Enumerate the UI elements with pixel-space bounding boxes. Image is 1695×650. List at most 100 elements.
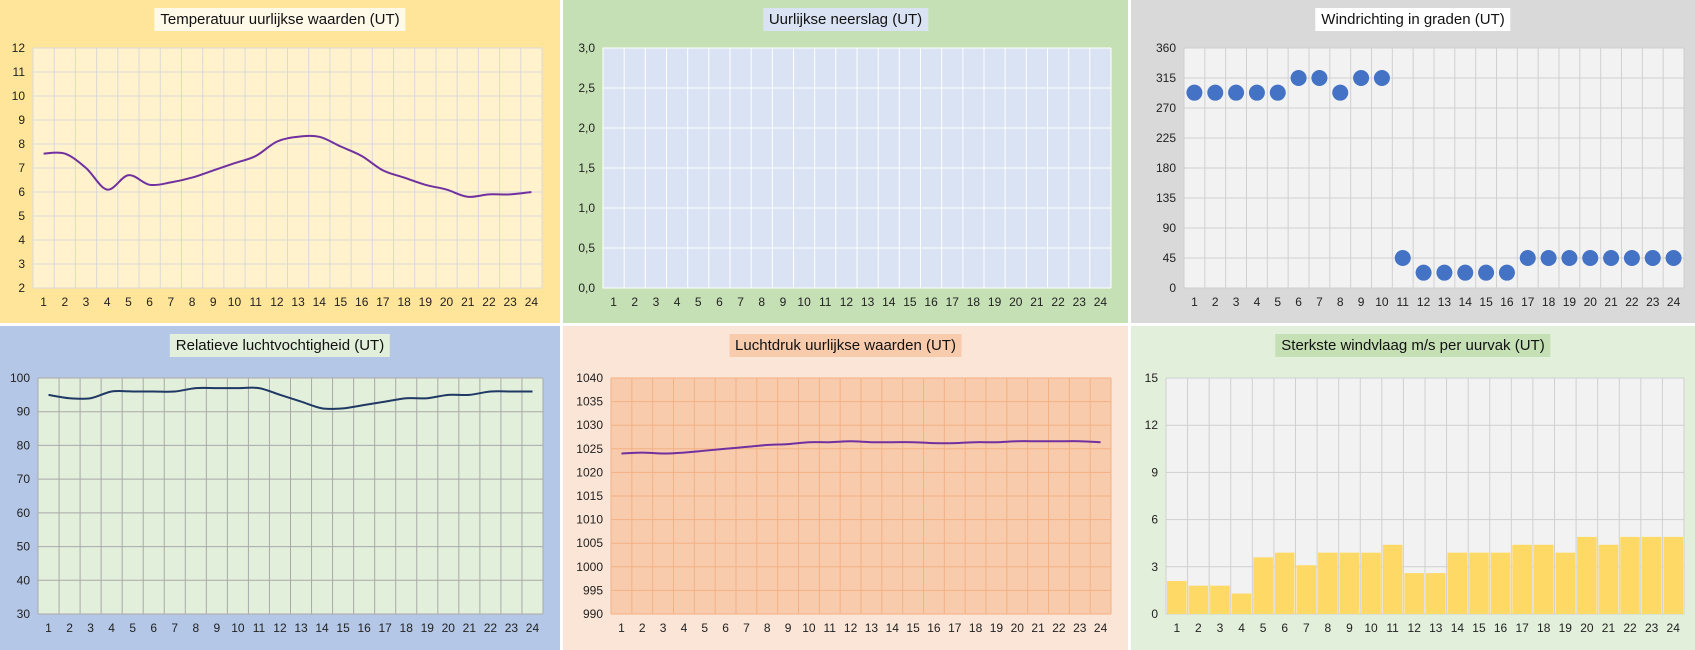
y-tick-label: 12 xyxy=(12,41,26,55)
data-bar xyxy=(1426,573,1446,614)
data-point xyxy=(1478,264,1495,281)
x-tick-label: 12 xyxy=(1408,621,1422,635)
x-tick-label: 14 xyxy=(1451,621,1465,635)
y-tick-label: 8 xyxy=(18,137,25,151)
data-point xyxy=(1332,84,1349,101)
x-tick-label: 5 xyxy=(129,621,136,635)
x-tick-label: 16 xyxy=(927,621,941,635)
y-tick-label: 6 xyxy=(18,185,25,199)
data-point xyxy=(1498,264,1515,281)
x-tick-label: 22 xyxy=(1625,295,1639,309)
y-tick-label: 3 xyxy=(18,257,25,271)
y-tick-label: 7 xyxy=(18,161,25,175)
data-point xyxy=(1519,250,1536,266)
x-tick-label: 3 xyxy=(83,295,90,309)
x-tick-label: 14 xyxy=(886,621,900,635)
x-tick-label: 3 xyxy=(87,621,94,635)
data-point xyxy=(1311,70,1328,86)
chart-title-humidity: Relatieve luchtvochtigheid (UT) xyxy=(169,334,391,357)
chart-title-wind-direction: Windrichting in graden (UT) xyxy=(1315,8,1511,31)
data-bar xyxy=(1167,580,1187,614)
y-tick-label: 60 xyxy=(17,506,31,520)
x-tick-label: 6 xyxy=(150,621,157,635)
x-tick-label: 23 xyxy=(1645,621,1659,635)
x-tick-label: 4 xyxy=(104,295,111,309)
x-tick-label: 9 xyxy=(214,621,221,635)
x-tick-label: 6 xyxy=(146,295,153,309)
data-point xyxy=(1603,250,1620,266)
series-line-pressure xyxy=(621,440,1101,455)
y-tick-label: 2 xyxy=(18,281,25,295)
x-tick-label: 18 xyxy=(1542,295,1556,309)
x-tick-label: 21 xyxy=(1604,295,1618,309)
x-tick-label: 11 xyxy=(1397,295,1410,309)
x-tick-label: 11 xyxy=(249,295,262,309)
x-tick-label: 7 xyxy=(1303,621,1310,635)
x-tick-label: 9 xyxy=(780,295,787,309)
data-bar xyxy=(1404,573,1424,614)
x-tick-label: 2 xyxy=(1212,295,1219,309)
y-tick-label: 1030 xyxy=(576,418,603,432)
x-tick-label: 6 xyxy=(716,295,723,309)
x-tick-label: 13 xyxy=(1438,295,1452,309)
series-line-temperature xyxy=(43,134,532,198)
x-tick-label: 6 xyxy=(1281,621,1288,635)
y-tick-label: 990 xyxy=(583,607,603,621)
y-tick-label: 0 xyxy=(1151,607,1158,621)
series-line-humidity xyxy=(48,386,533,410)
chart-svg-precipitation: 0,00,51,01,52,02,53,01 2 3 4 5 6 7 8 9 10 11 12 13 14… xyxy=(563,0,1128,323)
y-tick-label: 40 xyxy=(17,573,31,587)
data-point xyxy=(1186,84,1203,101)
y-tick-label: 45 xyxy=(1163,251,1177,265)
x-tick-label: 5 xyxy=(1260,621,1267,635)
x-tick-label: 24 xyxy=(1094,295,1108,309)
x-tick-label: 13 xyxy=(861,295,875,309)
x-tick-label: 13 xyxy=(294,621,308,635)
x-tick-label: 20 xyxy=(1584,295,1598,309)
y-tick-label: 2,0 xyxy=(578,121,595,135)
x-tick-label: 14 xyxy=(313,295,327,309)
y-tick-label: 9 xyxy=(1151,465,1158,479)
data-bar xyxy=(1447,552,1468,614)
x-tick-label: 7 xyxy=(1316,295,1323,309)
x-tick-label: 21 xyxy=(1602,621,1616,635)
x-tick-label: 24 xyxy=(1667,621,1681,635)
x-tick-label: 13 xyxy=(1429,621,1443,635)
x-tick-label: 1 xyxy=(618,621,625,635)
x-tick-label: 1 xyxy=(610,295,617,309)
x-tick-label: 19 xyxy=(988,295,1002,309)
x-tick-label: 19 xyxy=(990,621,1004,635)
x-tick-label: 4 xyxy=(674,295,681,309)
data-point xyxy=(1353,70,1370,86)
x-tick-label: 20 xyxy=(440,295,454,309)
x-tick-label: 1 xyxy=(45,621,52,635)
x-tick-label: 23 xyxy=(505,621,519,635)
x-tick-label: 20 xyxy=(1011,621,1025,635)
y-tick-label: 225 xyxy=(1156,131,1176,145)
x-tick-label: 18 xyxy=(1537,621,1551,635)
y-tick-label: 3,0 xyxy=(578,41,595,55)
y-tick-label: 1025 xyxy=(576,442,603,456)
data-point xyxy=(1290,70,1307,86)
x-tick-label: 21 xyxy=(463,621,477,635)
data-point xyxy=(1665,250,1682,266)
chart-panel-pressure: 990 995 1000 1005 1010 1015 1020 1025 1030 1035 10… xyxy=(563,326,1128,650)
y-tick-label: 70 xyxy=(17,472,31,486)
x-tick-label: 21 xyxy=(1030,295,1044,309)
y-tick-label: 2,5 xyxy=(578,81,595,95)
x-tick-label: 1 xyxy=(1191,295,1198,309)
x-tick-label: 12 xyxy=(840,295,854,309)
x-tick-label: 19 xyxy=(419,295,433,309)
x-tick-label: 2 xyxy=(631,295,638,309)
x-tick-label: 20 xyxy=(442,621,456,635)
x-tick-label: 15 xyxy=(903,295,917,309)
chart-svg-pressure: 9909951000100510101015102010251030103510… xyxy=(563,326,1128,650)
x-tick-label: 15 xyxy=(334,295,348,309)
x-tick-label: 16 xyxy=(924,295,938,309)
x-tick-label: 8 xyxy=(189,295,196,309)
y-tick-label: 1040 xyxy=(576,371,603,385)
x-tick-label: 8 xyxy=(192,621,199,635)
y-tick-label: 1015 xyxy=(576,489,603,503)
data-point xyxy=(1540,250,1557,266)
x-tick-label: 5 xyxy=(1274,295,1281,309)
